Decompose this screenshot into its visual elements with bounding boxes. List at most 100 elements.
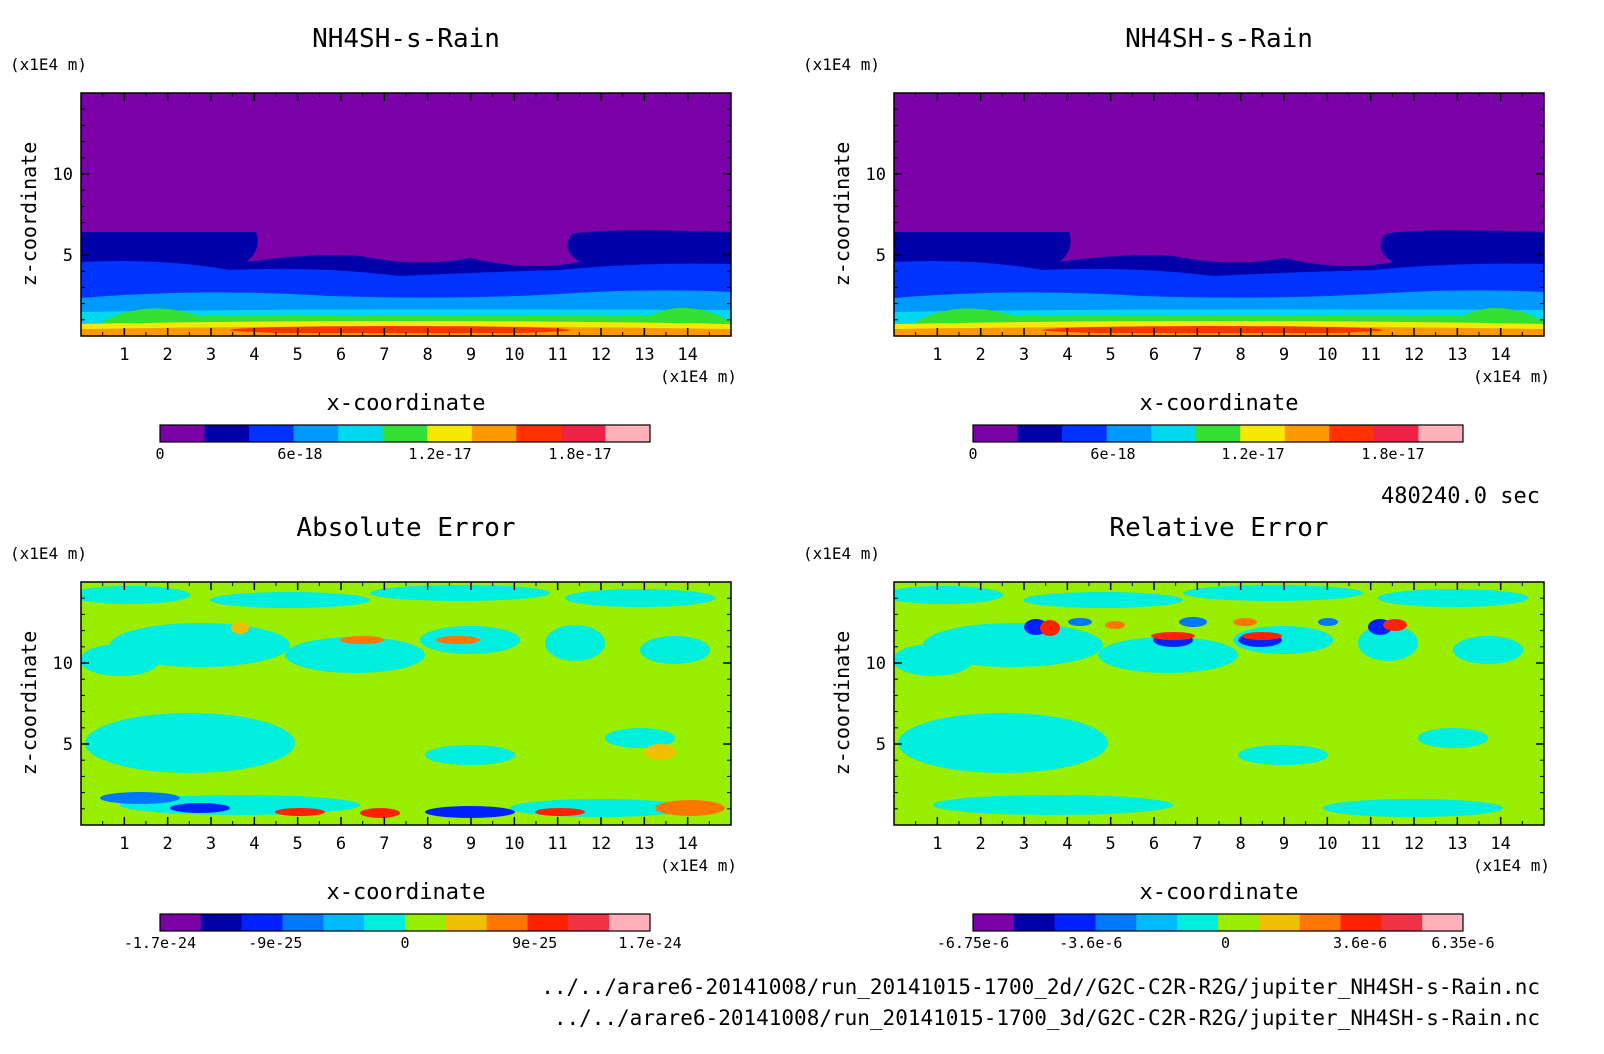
colorbar-segment (241, 914, 283, 931)
x-tick-label: 8 (1236, 834, 1246, 854)
x-tick-label: 13 (1447, 834, 1467, 854)
panel-3-field (894, 582, 1544, 825)
colorbar-segment (605, 425, 651, 442)
panel-1-y-label: z-coordinate (830, 142, 854, 287)
x-tick-label: 3 (206, 345, 216, 365)
panel-0-x-label: x-coordinate (327, 391, 486, 416)
x-tick-label: 11 (547, 834, 567, 854)
colorbar-segment (204, 425, 250, 442)
x-tick-label: 2 (163, 345, 173, 365)
panel-0-colorbar: 0 6e-18 1.2e-17 1.8e-17 (155, 424, 651, 463)
colorbar-tick-label: 1.8e-17 (1361, 445, 1424, 463)
colorbar-segment (1329, 425, 1375, 442)
x-tick-label: 9 (466, 345, 476, 365)
colorbar-tick-label: 1.8e-17 (548, 445, 611, 463)
x-tick-label: 14 (677, 345, 697, 365)
x-tick-label: 2 (976, 345, 986, 365)
x-tick-label: 9 (466, 834, 476, 854)
y-tick-label: 10 (53, 654, 73, 674)
x-tick-label: 6 (336, 834, 346, 854)
y-tick-label: 10 (866, 654, 886, 674)
x-tick-label: 7 (379, 834, 389, 854)
panel-2-y-unit: (x1E4 m) (10, 544, 87, 563)
x-tick-label: 6 (1149, 834, 1159, 854)
x-tick-label: 12 (1404, 834, 1424, 854)
colorbar-tick-label: 6e-18 (277, 445, 322, 463)
colorbar-segment (1151, 425, 1197, 442)
colorbar-segment (1418, 425, 1464, 442)
panel-3-y-unit: (x1E4 m) (803, 544, 880, 563)
panel-2-title: Absolute Error (296, 513, 515, 543)
panel-1-x-label: x-coordinate (1140, 391, 1299, 416)
x-tick-label: 1 (119, 345, 129, 365)
panel-3: Relative Error (x1E4 m) (803, 513, 1550, 952)
colorbar-segment (1177, 914, 1219, 931)
colorbar-segment (486, 914, 528, 931)
colorbar-segment (364, 914, 406, 931)
colorbar-segment (338, 425, 384, 442)
panel-3-x-label: x-coordinate (1140, 880, 1299, 905)
colorbar-segment (1062, 425, 1108, 442)
colorbar-tick-label: -3.6e-6 (1059, 934, 1122, 952)
colorbar-segment (160, 914, 202, 931)
x-tick-label: 8 (423, 834, 433, 854)
x-tick-label: 10 (504, 345, 524, 365)
x-tick-label: 7 (379, 345, 389, 365)
panel-1-field (894, 93, 1544, 336)
colorbar-tick-label: -1.7e-24 (124, 934, 196, 952)
x-tick-label: 8 (423, 345, 433, 365)
colorbar-frame (972, 913, 1464, 932)
colorbar-tick-label: -6.75e-6 (937, 934, 1009, 952)
panel-0-y-label: z-coordinate (17, 142, 41, 287)
colorbar-tick-label: 0 (1221, 934, 1230, 952)
x-tick-label: 10 (504, 834, 524, 854)
colorbar-segment (568, 914, 610, 931)
x-tick-label: 12 (591, 345, 611, 365)
colorbar-tick-label: 0 (968, 445, 977, 463)
colorbar-segment (382, 425, 428, 442)
panel-0-title: NH4SH-s-Rain (312, 24, 500, 54)
x-tick-label: 10 (1317, 345, 1337, 365)
colorbar-segment (1299, 914, 1341, 931)
x-tick-label: 5 (293, 834, 303, 854)
colorbar-segment (1373, 425, 1419, 442)
x-tick-label: 11 (547, 345, 567, 365)
colorbar-segment (516, 425, 562, 442)
colorbar-tick-label: 1.2e-17 (408, 445, 471, 463)
x-tick-label: 2 (163, 834, 173, 854)
colorbar-segment (973, 914, 1015, 931)
colorbar-tick-label: 0 (155, 445, 164, 463)
panel-2-field (81, 582, 731, 825)
x-tick-label: 4 (249, 834, 259, 854)
panel-0: NH4SH-s-Rain (x1E4 m) 1 2 3 4 5 6 7 8 9 10 11 12 13 1… (10, 24, 737, 463)
colorbar-tick-label: 3.6e-6 (1333, 934, 1387, 952)
x-tick-label: 14 (1490, 834, 1510, 854)
x-tick-label: 3 (1019, 345, 1029, 365)
x-tick-label: 14 (677, 834, 697, 854)
x-tick-label: 13 (634, 834, 654, 854)
x-tick-label: 12 (1404, 345, 1424, 365)
colorbar-segment (427, 425, 473, 442)
file-path-1: ../../arare6-20141008/run_20141015-1700_… (541, 975, 1540, 999)
colorbar-segment (527, 914, 569, 931)
file-path-2: ../../arare6-20141008/run_20141015-1700_… (554, 1006, 1540, 1030)
colorbar-segment (405, 914, 447, 931)
colorbar-segment (1422, 914, 1464, 931)
x-tick-label: 6 (1149, 345, 1159, 365)
x-tick-label: 7 (1192, 834, 1202, 854)
colorbar-segment (282, 914, 324, 931)
x-tick-label: 11 (1360, 345, 1380, 365)
colorbar-segment (973, 425, 1019, 442)
colorbar-segment (1284, 425, 1330, 442)
panel-3-colorbar: -6.75e-6 -3.6e-6 0 3.6e-6 6.35e-6 (937, 913, 1495, 952)
colorbar-frame (159, 424, 651, 443)
y-tick-label: 10 (866, 165, 886, 185)
panel-2: Absolute Error (x1E4 m) (10, 513, 737, 952)
panel-3-title: Relative Error (1109, 513, 1328, 543)
panel-3-x-unit: (x1E4 m) (1473, 856, 1550, 875)
panel-2-x-unit: (x1E4 m) (660, 856, 737, 875)
colorbar-segment (160, 425, 206, 442)
colorbar-segment (1218, 914, 1260, 931)
